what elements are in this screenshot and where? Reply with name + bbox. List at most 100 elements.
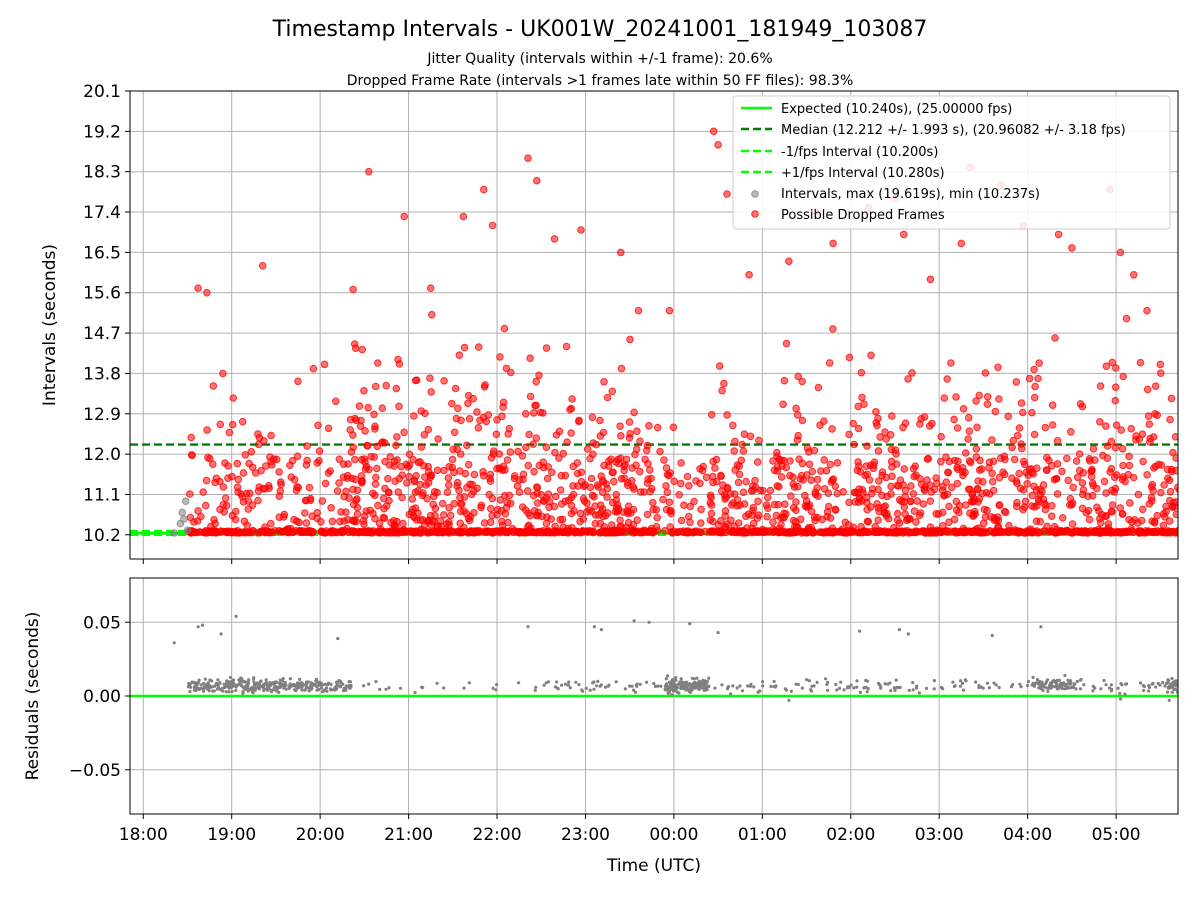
residual-point — [262, 682, 266, 687]
dropped-frame-point — [938, 486, 947, 495]
dropped-frame-point — [787, 492, 795, 500]
dropped-frame-point — [344, 460, 352, 468]
dropped-frame-point — [452, 414, 461, 423]
residual-point — [1039, 686, 1043, 691]
dropped-frame-point — [844, 528, 852, 536]
dropped-frame-point — [267, 431, 275, 440]
residual-point — [669, 685, 673, 690]
dropped-frame-point — [888, 472, 896, 481]
dropped-frame-point — [417, 525, 425, 534]
dropped-frame-point — [948, 483, 956, 492]
dropped-frame-point — [900, 230, 908, 239]
dropped-frame-point — [1073, 473, 1082, 482]
dropped-frame-point — [585, 506, 594, 514]
dropped-frame-point — [624, 518, 633, 527]
dropped-frame-point — [395, 360, 404, 368]
residual-point — [810, 684, 814, 688]
dropped-frame-point — [1150, 519, 1159, 527]
dropped-frame-point — [778, 462, 786, 470]
dropped-frame-point — [665, 306, 674, 315]
dropped-frame-point — [894, 482, 903, 490]
dropped-frame-point — [448, 399, 456, 408]
residual-point — [282, 686, 286, 690]
dropped-frame-point — [384, 488, 393, 497]
dropped-frame-point — [845, 353, 854, 362]
dropped-frame-point — [353, 510, 362, 519]
dropped-frame-point — [405, 461, 414, 470]
residual-point — [911, 688, 915, 692]
residual-point — [246, 680, 250, 685]
dropped-frame-point — [463, 484, 471, 492]
dropped-frame-point — [878, 491, 886, 500]
residual-point — [231, 678, 236, 682]
dropped-frame-point — [882, 512, 891, 520]
dropped-frame-point — [1063, 526, 1072, 535]
dropped-frame-point — [1013, 498, 1021, 507]
dropped-frame-point — [1150, 527, 1159, 536]
dropped-frame-point — [534, 527, 543, 536]
dropped-frame-point — [262, 462, 270, 470]
dropped-frame-point — [887, 482, 895, 491]
residual-point — [546, 680, 551, 684]
dropped-frame-point — [1068, 244, 1076, 252]
dropped-frame-point — [785, 257, 793, 266]
dropped-frame-point — [745, 271, 753, 279]
dropped-frame-point — [1048, 401, 1057, 410]
residual-point — [769, 684, 773, 688]
dropped-frame-point — [617, 475, 626, 483]
residual-point — [1011, 683, 1015, 687]
residual-point — [670, 683, 674, 687]
dropped-frame-point — [567, 493, 576, 502]
dropped-frame-point — [715, 362, 724, 370]
dropped-frame-point — [900, 465, 909, 473]
residual-point — [914, 686, 919, 690]
dropped-frame-point — [820, 417, 828, 426]
dropped-frame-point — [409, 455, 417, 464]
dropped-frame-point — [492, 430, 501, 439]
dropped-frame-point — [670, 477, 679, 486]
residual-point — [244, 680, 248, 684]
dropped-frame-point — [971, 510, 979, 519]
dropped-frame-point — [943, 375, 952, 383]
residual-point — [1170, 690, 1174, 694]
dropped-frame-point — [201, 501, 210, 510]
time-x-tick-label: 21:00 — [384, 825, 433, 845]
dropped-frame-point — [873, 500, 881, 508]
dropped-frame-point — [219, 369, 227, 378]
residual-point — [278, 685, 282, 690]
dropped-frame-point — [819, 528, 828, 537]
dropped-frame-point — [247, 448, 256, 456]
residual-point — [939, 685, 944, 690]
dropped-frame-point — [536, 408, 545, 417]
dropped-frame-point — [1108, 486, 1116, 495]
dropped-frame-point — [537, 490, 546, 499]
residual-point — [672, 685, 676, 690]
residual-point — [295, 686, 299, 690]
dropped-frame-point — [1013, 431, 1022, 440]
dropped-frame-point — [486, 518, 495, 527]
residual-point — [1116, 686, 1120, 690]
dropped-frame-point — [464, 514, 473, 523]
intervals-y-tick-label: 16.5 — [83, 243, 121, 263]
residual-point — [1091, 689, 1095, 693]
dropped-frame-point — [610, 477, 618, 486]
dropped-frame-point — [1160, 481, 1168, 489]
dropped-frame-point — [429, 500, 438, 509]
dropped-frame-point — [1118, 510, 1127, 518]
residual-point — [467, 681, 471, 685]
residual-point — [275, 680, 279, 684]
residual-point — [977, 683, 981, 688]
dropped-frame-point — [550, 235, 559, 243]
residual-point — [300, 688, 304, 692]
residual-point — [580, 688, 584, 692]
residual-point — [266, 684, 270, 688]
dropped-frame-point — [503, 499, 512, 507]
residual-point — [196, 625, 200, 629]
dropped-frame-point — [474, 343, 483, 351]
dropped-frame-point — [190, 518, 198, 526]
dropped-frame-point — [533, 176, 541, 185]
dropped-frame-point — [777, 520, 785, 529]
residual-point — [1053, 685, 1057, 689]
dropped-frame-point — [361, 512, 369, 520]
residual-point — [250, 690, 254, 694]
